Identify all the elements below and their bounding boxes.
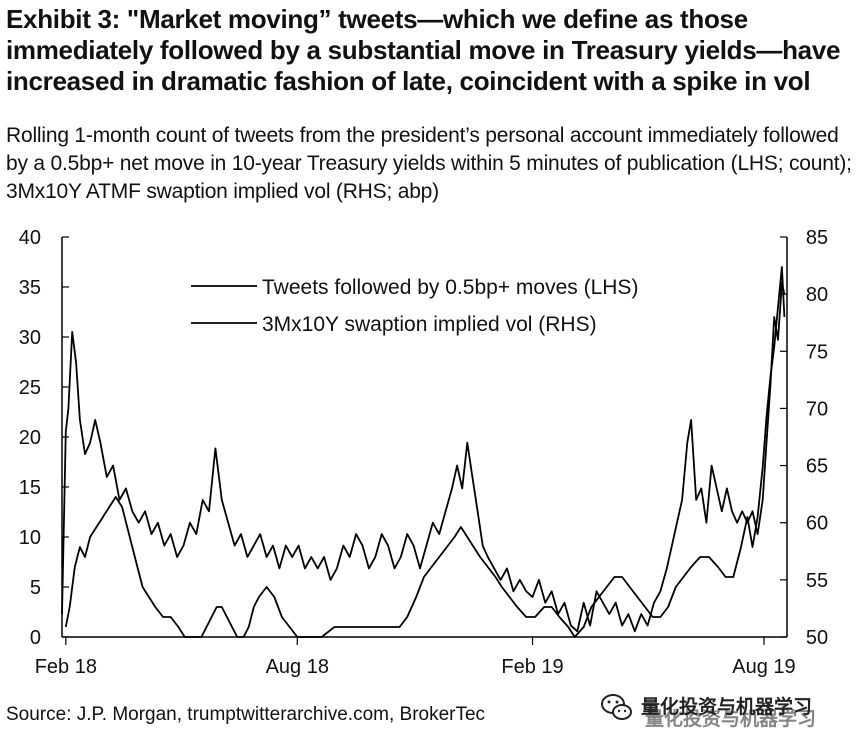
right-tick-label: 80 bbox=[806, 284, 828, 306]
series-line-tweets bbox=[64, 266, 786, 638]
left-tick-label: 10 bbox=[19, 527, 41, 549]
series-group bbox=[61, 266, 786, 638]
left-tick-label: 5 bbox=[30, 577, 41, 599]
x-tick-label: Aug 19 bbox=[732, 656, 795, 678]
watermark: 量化投资与机器学习 bbox=[599, 686, 857, 728]
left-tick-label: 40 bbox=[19, 227, 41, 249]
left-tick-label: 25 bbox=[19, 377, 41, 399]
x-tick-label: Feb 19 bbox=[501, 656, 563, 678]
right-tick-label: 75 bbox=[806, 341, 828, 363]
chart-subtitle: Rolling 1-month count of tweets from the… bbox=[6, 124, 852, 203]
legend: Tweets followed by 0.5bp+ moves (LHS) 3Mx… bbox=[191, 276, 638, 336]
legend-label: Tweets followed by 0.5bp+ moves (LHS) bbox=[262, 276, 638, 299]
wechat-icon bbox=[601, 694, 632, 720]
watermark-text-shadow: 量化投资与机器学习 bbox=[645, 708, 817, 730]
left-tick-label: 15 bbox=[19, 477, 41, 499]
left-tick-label: 30 bbox=[19, 327, 41, 349]
left-tick-label: 0 bbox=[30, 627, 41, 649]
axes: 0 5 10 15 20 25 30 35 40 50 55 60 65 70 75 80 85 Feb 18 Au… bbox=[19, 227, 828, 678]
right-tick-label: 55 bbox=[806, 570, 828, 592]
x-tick-label: Aug 18 bbox=[266, 656, 329, 678]
right-tick-label: 65 bbox=[806, 456, 828, 478]
right-tick-label: 50 bbox=[806, 627, 828, 649]
legend-label: 3Mx10Y swaption implied vol (RHS) bbox=[262, 313, 597, 336]
right-tick-label: 70 bbox=[806, 398, 828, 420]
right-tick-label: 85 bbox=[806, 227, 828, 249]
source-note: Source: J.P. Morgan, trumptwitterarchive… bbox=[6, 704, 486, 725]
watermark-text: 量化投资与机器学习 bbox=[641, 696, 813, 718]
left-tick-label: 35 bbox=[19, 277, 41, 299]
x-tick-label: Feb 18 bbox=[35, 656, 97, 678]
right-tick-label: 60 bbox=[806, 513, 828, 535]
series-line-swaption-vol bbox=[61, 281, 786, 633]
left-tick-label: 20 bbox=[19, 427, 41, 449]
chart-title: Exhibit 3: "Market moving” tweets—which … bbox=[6, 4, 841, 96]
